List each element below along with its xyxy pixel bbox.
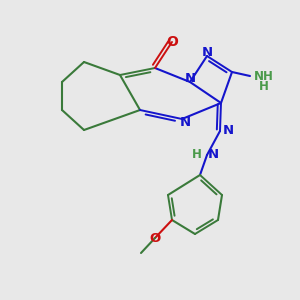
Text: NH: NH: [254, 70, 274, 83]
Text: N: N: [184, 73, 196, 85]
Text: N: N: [207, 148, 219, 161]
Text: O: O: [149, 232, 161, 244]
Text: O: O: [166, 35, 178, 49]
Text: N: N: [201, 46, 213, 59]
Text: N: N: [222, 124, 234, 137]
Text: H: H: [259, 80, 269, 94]
Text: H: H: [192, 148, 202, 161]
Text: N: N: [179, 116, 191, 128]
